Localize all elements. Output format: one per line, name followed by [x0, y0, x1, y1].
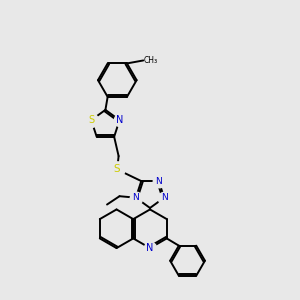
Text: N: N	[161, 193, 167, 202]
Text: N: N	[155, 177, 162, 186]
Text: N: N	[116, 115, 123, 125]
Text: N: N	[133, 193, 139, 202]
Text: CH₃: CH₃	[143, 56, 158, 65]
Text: S: S	[88, 115, 94, 125]
Text: S: S	[114, 164, 120, 175]
Text: N: N	[146, 243, 154, 253]
